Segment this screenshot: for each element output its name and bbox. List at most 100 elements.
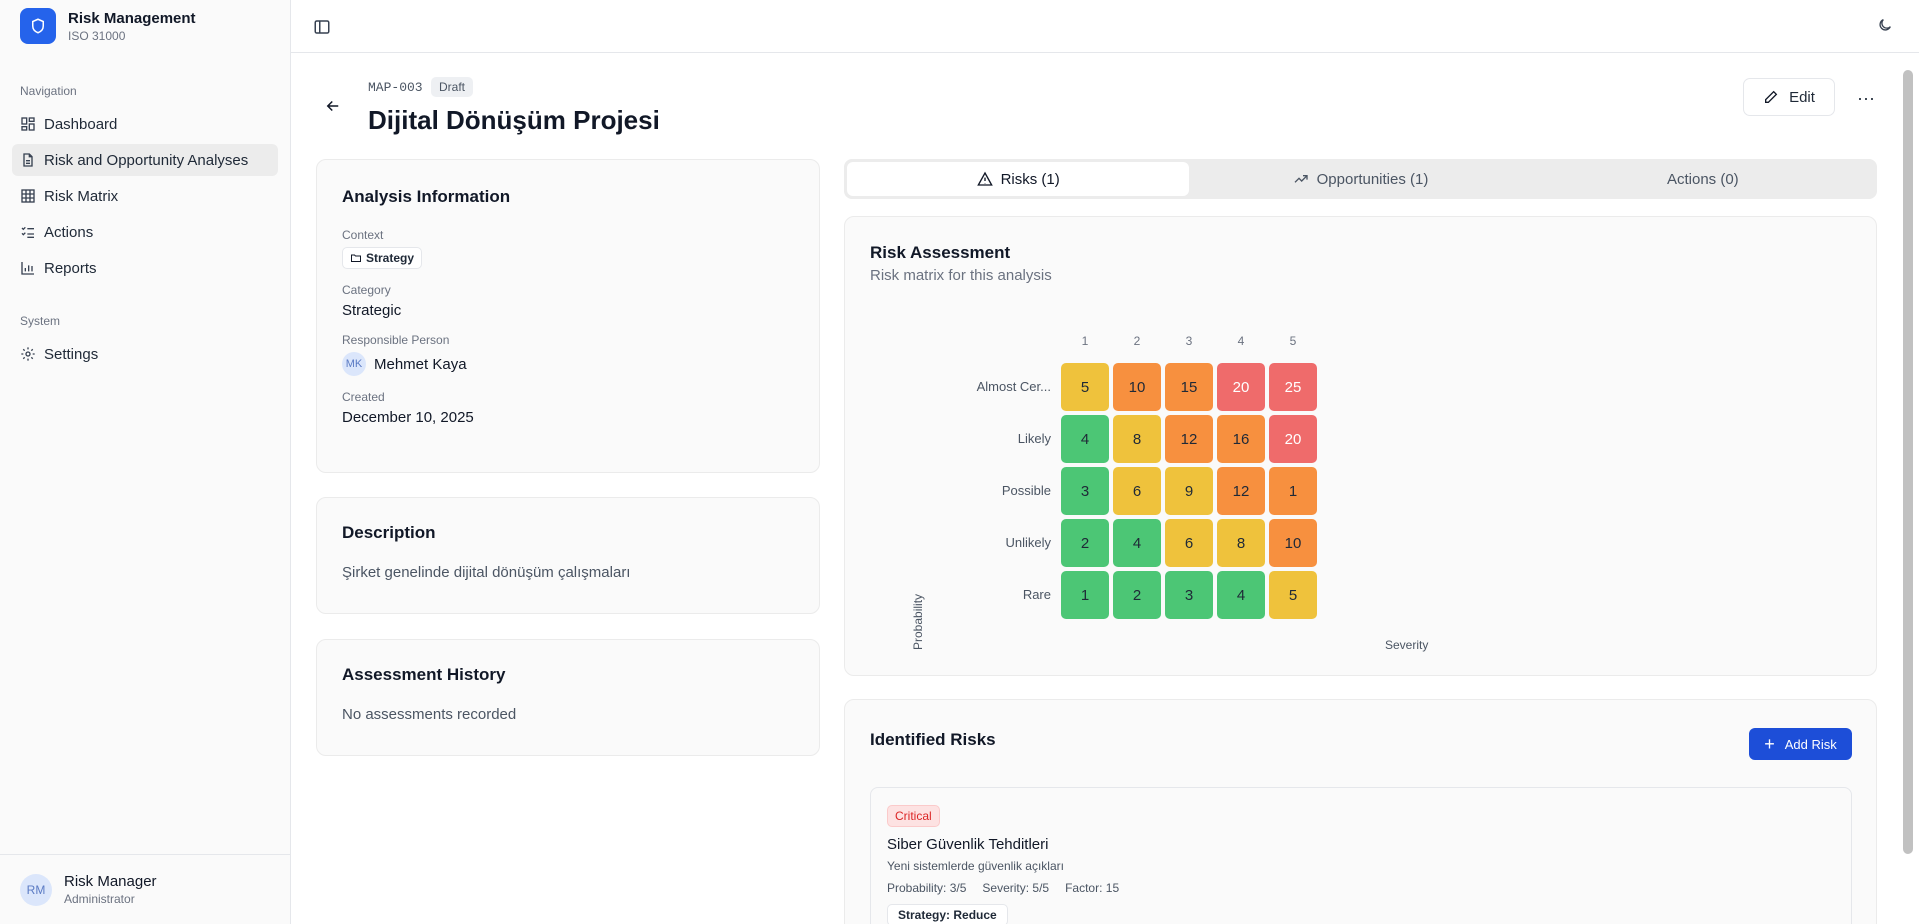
tab-risks[interactable]: Risks (1)	[847, 162, 1190, 196]
probability-row-label: Possible	[1001, 483, 1051, 498]
moon-icon[interactable]	[1877, 17, 1895, 35]
matrix-cell[interactable]: 4	[1217, 571, 1265, 619]
shield-icon	[20, 8, 56, 44]
user-role: Administrator	[64, 892, 135, 906]
matrix-cell[interactable]: 8	[1113, 415, 1161, 463]
matrix-cell[interactable]: 6	[1113, 467, 1161, 515]
probability-row-label: Rare	[1022, 587, 1051, 602]
risk-severity: Severity: 5/5	[982, 881, 1050, 895]
severity-column-header: 1	[1081, 334, 1089, 348]
matrix-cell[interactable]: 1	[1269, 467, 1317, 515]
analysis-code: MAP-003	[368, 80, 423, 95]
matrix-cell[interactable]: 2	[1113, 571, 1161, 619]
avatar: MK	[342, 352, 366, 376]
scrollbar[interactable]	[1903, 70, 1913, 854]
list-checks-icon	[20, 224, 36, 240]
sidebar-item-label: Actions	[44, 223, 94, 241]
context-chip: Strategy	[342, 247, 423, 269]
back-arrow-icon[interactable]	[324, 97, 344, 117]
system-section-label: System	[20, 314, 61, 328]
gear-icon	[20, 346, 36, 362]
add-risk-button[interactable]: + Add Risk	[1749, 728, 1852, 760]
sidebar-item-analyses[interactable]: Risk and Opportunity Analyses	[12, 144, 278, 176]
matrix-cell[interactable]: 5	[1269, 571, 1317, 619]
sidebar-item-label: Dashboard	[44, 115, 118, 133]
bar-chart-icon	[20, 260, 36, 276]
risk-assessment-card: Risk Assessment Risk matrix for this ana…	[844, 216, 1877, 676]
matrix-cell[interactable]: 4	[1113, 519, 1161, 567]
matrix-cell[interactable]: 1	[1061, 571, 1109, 619]
created-value: December 10, 2025	[342, 409, 474, 426]
matrix-cell[interactable]: 5	[1061, 363, 1109, 411]
matrix-cell[interactable]: 12	[1165, 415, 1213, 463]
matrix-cell[interactable]: 9	[1165, 467, 1213, 515]
severity-column-header: 2	[1133, 334, 1141, 348]
matrix-cell[interactable]: 2	[1061, 519, 1109, 567]
sidebar-item-dashboard[interactable]: Dashboard	[12, 108, 278, 140]
matrix-cell[interactable]: 16	[1217, 415, 1265, 463]
card-title: Description	[342, 523, 436, 542]
tab-opportunities[interactable]: Opportunities (1)	[1189, 162, 1531, 196]
matrix-cell[interactable]: 20	[1269, 415, 1317, 463]
severity-column-header: 5	[1289, 334, 1297, 348]
matrix-cell[interactable]: 20	[1217, 363, 1265, 411]
avatar: RM	[20, 873, 52, 906]
tab-actions[interactable]: Actions (0)	[1532, 162, 1874, 196]
probability-row-label: Almost Cer...	[976, 379, 1051, 394]
card-title: Identified Risks	[870, 730, 996, 749]
dashboard-icon	[20, 116, 36, 132]
sidebar-item-reports[interactable]: Reports	[12, 252, 278, 284]
brand[interactable]: Risk Management ISO 31000	[0, 0, 290, 52]
user-name: Risk Manager	[64, 873, 157, 890]
tab-bar: Risks (1) Opportunities (1) Actions (0)	[844, 159, 1877, 199]
sidebar-item-risk-matrix[interactable]: Risk Matrix	[12, 180, 278, 212]
sidebar-item-settings[interactable]: Settings	[12, 338, 278, 370]
warning-icon	[976, 171, 993, 186]
risk-probability: Probability: 3/5	[887, 881, 967, 895]
sidebar-toggle-icon[interactable]	[313, 18, 331, 36]
matrix-cell[interactable]: 12	[1217, 467, 1265, 515]
history-empty-text: No assessments recorded	[342, 706, 517, 723]
topbar	[291, 0, 1919, 53]
folder-icon	[351, 254, 361, 262]
document-icon	[20, 152, 36, 168]
risk-list-item[interactable]: Critical Siber Güvenlik Tehditleri Yeni …	[870, 787, 1852, 924]
sidebar: Risk Management ISO 31000 Navigation Das…	[0, 0, 291, 924]
matrix-cell[interactable]: 8	[1217, 519, 1265, 567]
description-text: Şirket genelinde dijital dönüşüm çalışma…	[342, 564, 631, 581]
matrix-cell[interactable]: 15	[1165, 363, 1213, 411]
plus-icon: +	[1764, 734, 1775, 754]
user-profile[interactable]: RM Risk Manager Administrator	[0, 854, 290, 924]
risk-meta: Probability: 3/5 Severity: 5/5 Factor: 1…	[887, 881, 1835, 895]
matrix-cell[interactable]: 25	[1269, 363, 1317, 411]
risk-title: Siber Güvenlik Tehditleri	[887, 836, 1049, 853]
matrix-cell[interactable]: 3	[1165, 571, 1213, 619]
grid-icon	[20, 188, 36, 204]
more-options-button[interactable]: ···	[1857, 87, 1875, 108]
main-content: MAP-003 Draft Dijital Dönüşüm Projesi Ed…	[291, 53, 1900, 924]
assessment-history-card: Assessment History No assessments record…	[316, 639, 820, 756]
matrix-cell[interactable]: 10	[1113, 363, 1161, 411]
page-title: Dijital Dönüşüm Projesi	[368, 105, 660, 135]
tab-label: Opportunities (1)	[1316, 170, 1429, 188]
sidebar-item-label: Risk and Opportunity Analyses	[44, 151, 249, 169]
probability-row-label: Unlikely	[1005, 535, 1051, 550]
context-value: Strategy	[366, 251, 415, 265]
created-label: Created	[342, 390, 385, 404]
matrix-cell[interactable]: 3	[1061, 467, 1109, 515]
category-value: Strategic	[342, 302, 402, 319]
tab-label: Actions (0)	[1666, 170, 1739, 188]
matrix-cell[interactable]: 6	[1165, 519, 1213, 567]
category-label: Category	[342, 283, 391, 297]
matrix-cell[interactable]: 4	[1061, 415, 1109, 463]
severity-column-header: 3	[1185, 334, 1193, 348]
edit-label: Edit	[1789, 88, 1815, 106]
app-title: Risk Management	[68, 9, 196, 27]
matrix-cell[interactable]: 10	[1269, 519, 1317, 567]
sidebar-item-actions[interactable]: Actions	[12, 216, 278, 248]
card-subtitle: Risk matrix for this analysis	[870, 267, 1052, 284]
sidebar-item-label: Reports	[44, 259, 97, 277]
card-title: Analysis Information	[342, 187, 511, 206]
card-title: Assessment History	[342, 665, 506, 684]
edit-button[interactable]: Edit	[1743, 78, 1835, 116]
